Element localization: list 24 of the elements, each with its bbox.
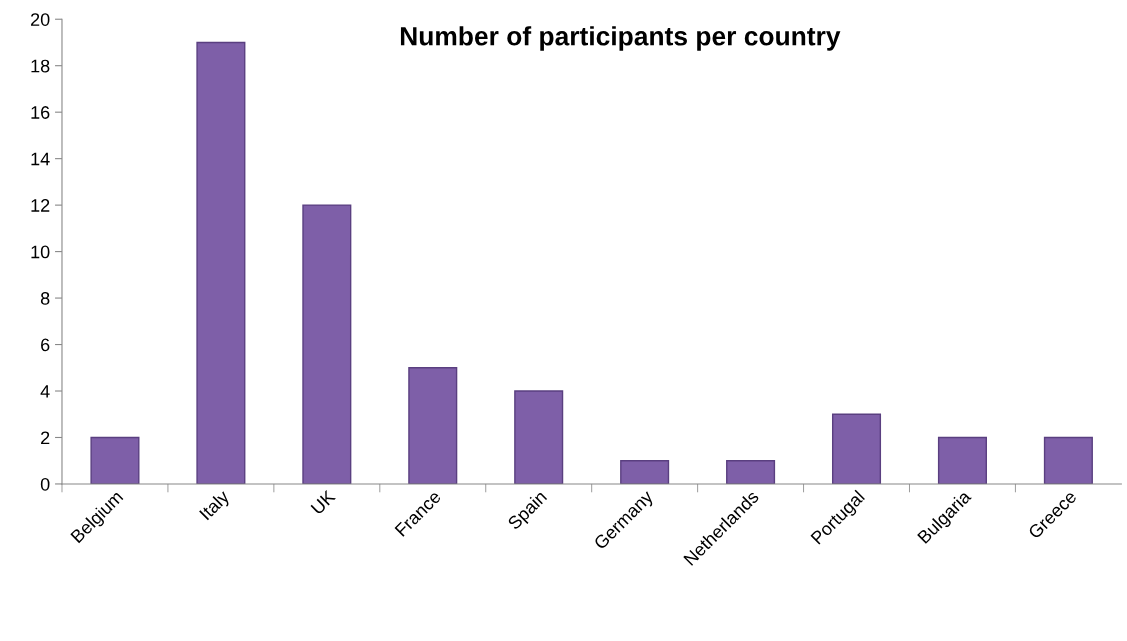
y-tick-label: 16 [31, 106, 50, 119]
bar [196, 41, 246, 484]
y-tick-label: 18 [31, 59, 50, 73]
bar [302, 204, 352, 484]
y-tick-label: 12 [31, 199, 50, 212]
bar [90, 436, 140, 484]
y-tick-label: 0 [40, 477, 50, 491]
bar [620, 460, 670, 484]
chart-title: Number of participants per country [400, 26, 841, 51]
x-tick-label: UK [310, 489, 337, 515]
y-tick-label: 4 [40, 385, 50, 398]
y-tick-label: 20 [31, 13, 50, 26]
bar [937, 436, 987, 484]
y-tick-label: 6 [41, 338, 50, 352]
y-tick-label: 2 [41, 431, 50, 445]
bar [514, 390, 564, 484]
y-tick-label: 8 [40, 292, 50, 305]
bar [726, 460, 776, 484]
x-tick-label: Italy [198, 488, 233, 523]
y-tick-label: 10 [31, 245, 50, 259]
bar [831, 413, 882, 484]
y-tick-label: 14 [31, 152, 50, 166]
bar [408, 367, 458, 484]
bar [1043, 436, 1093, 484]
